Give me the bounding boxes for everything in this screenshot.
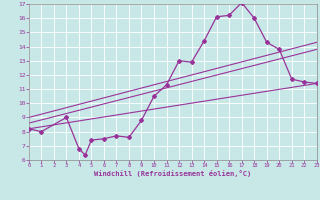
X-axis label: Windchill (Refroidissement éolien,°C): Windchill (Refroidissement éolien,°C) xyxy=(94,170,252,177)
